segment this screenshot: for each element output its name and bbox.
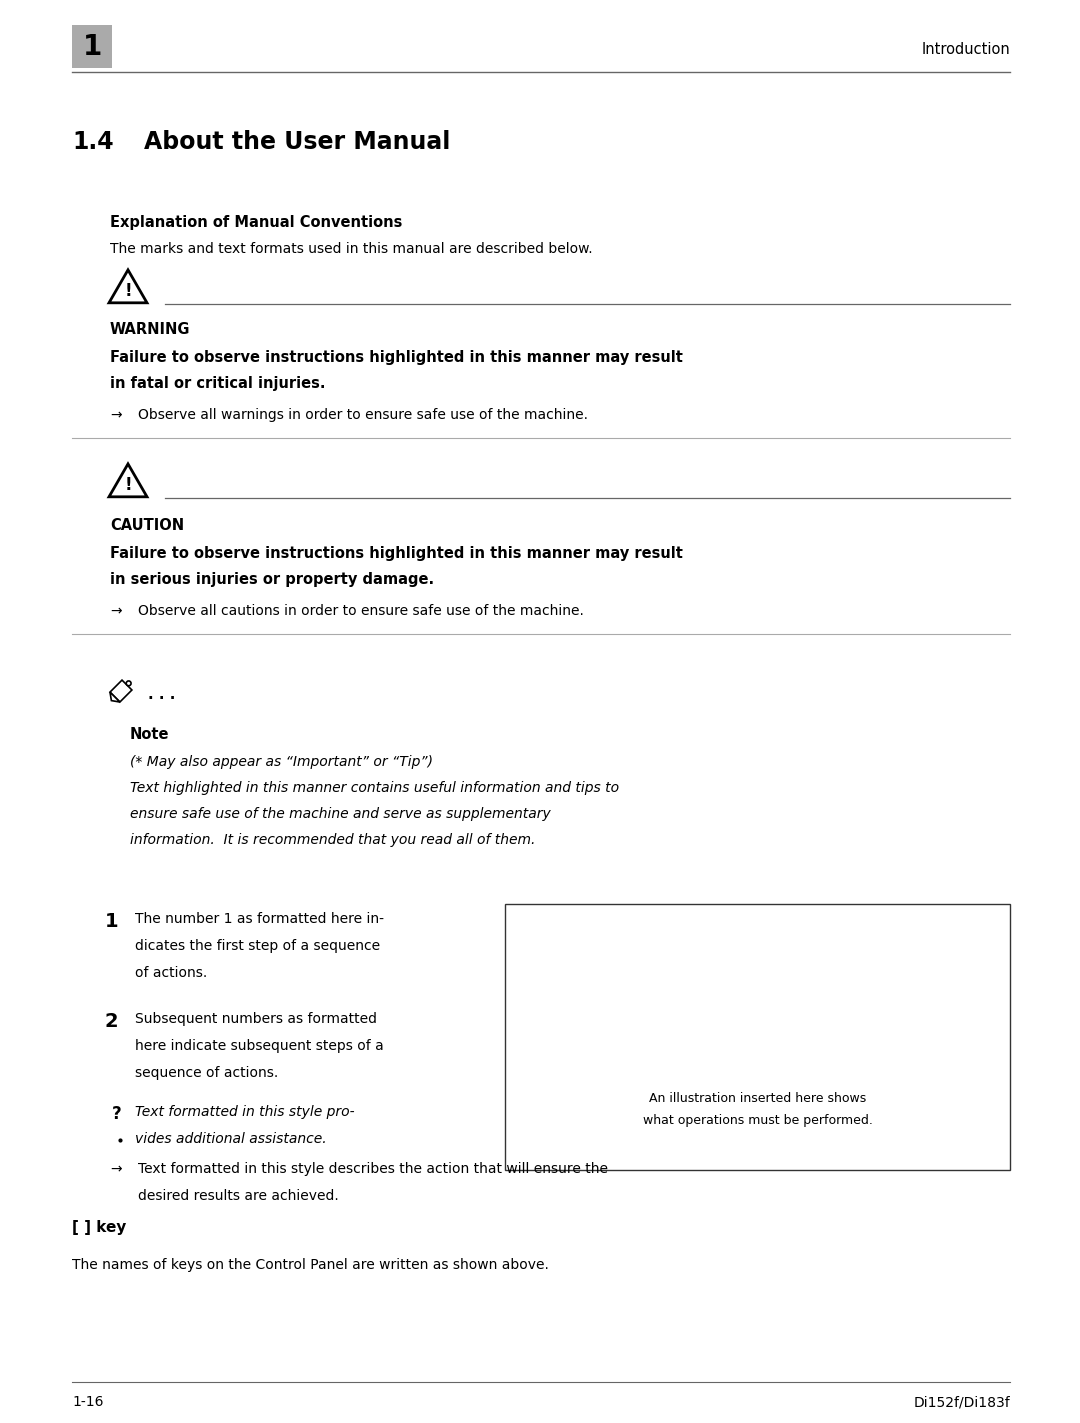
- Text: . . .: . . .: [148, 687, 175, 703]
- Text: desired results are achieved.: desired results are achieved.: [138, 1190, 339, 1202]
- Text: vides additional assistance.: vides additional assistance.: [135, 1133, 326, 1146]
- Text: →: →: [110, 1163, 122, 1175]
- Text: The names of keys on the Control Panel are written as shown above.: The names of keys on the Control Panel a…: [72, 1258, 549, 1272]
- Text: ensure safe use of the machine and serve as supplementary: ensure safe use of the machine and serve…: [130, 807, 551, 821]
- Text: Di152f/Di183f: Di152f/Di183f: [914, 1395, 1010, 1409]
- Text: About the User Manual: About the User Manual: [144, 129, 450, 154]
- Text: Note: Note: [130, 727, 170, 741]
- Text: 1.4: 1.4: [72, 129, 113, 154]
- Text: →: →: [110, 408, 122, 423]
- Text: →: →: [110, 603, 122, 618]
- Text: ?: ?: [112, 1106, 122, 1123]
- Text: Failure to observe instructions highlighted in this manner may result: Failure to observe instructions highligh…: [110, 350, 683, 366]
- Text: sequence of actions.: sequence of actions.: [135, 1066, 279, 1080]
- Text: CAUTION: CAUTION: [110, 518, 184, 534]
- Polygon shape: [109, 270, 147, 303]
- Text: An illustration inserted here shows: An illustration inserted here shows: [649, 1091, 866, 1106]
- Polygon shape: [109, 464, 147, 497]
- Text: Text formatted in this style describes the action that will ensure the: Text formatted in this style describes t…: [138, 1163, 608, 1175]
- Text: Observe all warnings in order to ensure safe use of the machine.: Observe all warnings in order to ensure …: [138, 408, 588, 423]
- Text: !: !: [124, 282, 132, 300]
- Text: !: !: [124, 475, 132, 494]
- Polygon shape: [110, 692, 120, 702]
- Polygon shape: [110, 680, 132, 702]
- Text: Text formatted in this style pro-: Text formatted in this style pro-: [135, 1106, 354, 1118]
- Text: WARNING: WARNING: [110, 322, 190, 337]
- Text: Observe all cautions in order to ensure safe use of the machine.: Observe all cautions in order to ensure …: [138, 603, 584, 618]
- Text: in serious injuries or property damage.: in serious injuries or property damage.: [110, 572, 434, 588]
- Text: information.  It is recommended that you read all of them.: information. It is recommended that you …: [130, 832, 536, 847]
- Text: Explanation of Manual Conventions: Explanation of Manual Conventions: [110, 215, 403, 231]
- Text: Subsequent numbers as formatted: Subsequent numbers as formatted: [135, 1012, 377, 1026]
- Text: [ ] key: [ ] key: [72, 1220, 126, 1235]
- Text: Failure to observe instructions highlighted in this manner may result: Failure to observe instructions highligh…: [110, 546, 683, 561]
- Text: 1: 1: [105, 912, 119, 931]
- Text: Text highlighted in this manner contains useful information and tips to: Text highlighted in this manner contains…: [130, 781, 619, 795]
- Text: (* May also appear as “Important” or “Tip”): (* May also appear as “Important” or “Ti…: [130, 756, 433, 768]
- Text: 1: 1: [82, 33, 102, 61]
- Text: in fatal or critical injuries.: in fatal or critical injuries.: [110, 376, 325, 391]
- Text: 2: 2: [105, 1012, 119, 1032]
- Bar: [72, 26, 112, 68]
- Bar: [505, 904, 1010, 1170]
- Text: dicates the first step of a sequence: dicates the first step of a sequence: [135, 939, 380, 953]
- Text: The marks and text formats used in this manual are described below.: The marks and text formats used in this …: [110, 242, 593, 256]
- Circle shape: [126, 682, 131, 686]
- Text: 1-16: 1-16: [72, 1395, 104, 1409]
- Text: of actions.: of actions.: [135, 966, 207, 980]
- Text: The number 1 as formatted here in-: The number 1 as formatted here in-: [135, 912, 384, 926]
- Text: Introduction: Introduction: [921, 43, 1010, 57]
- Text: here indicate subsequent steps of a: here indicate subsequent steps of a: [135, 1039, 383, 1053]
- Text: what operations must be performed.: what operations must be performed.: [643, 1114, 873, 1127]
